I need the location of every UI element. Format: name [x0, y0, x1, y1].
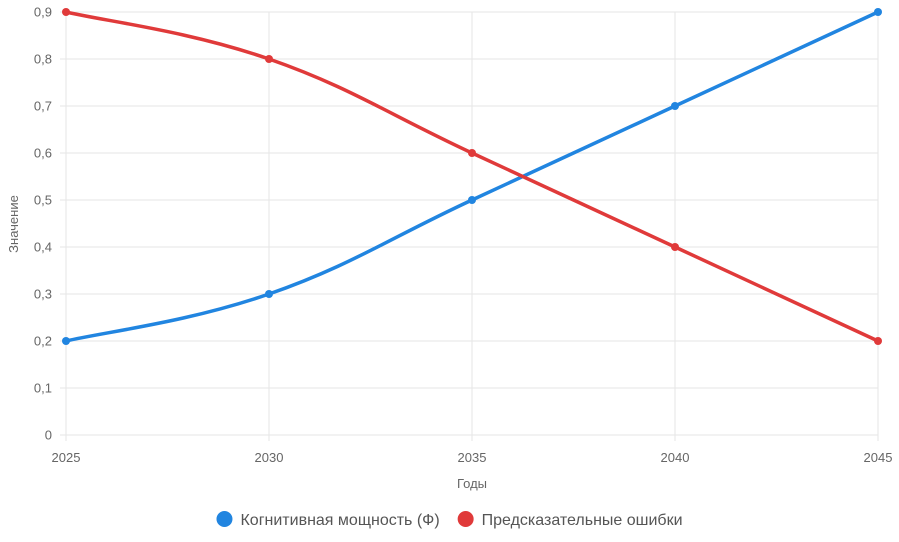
grid — [65, 11, 879, 441]
y-tick-label: 0,3 — [34, 287, 52, 302]
data-point[interactable] — [874, 337, 882, 345]
legend-label: Когнитивная мощность (Ф) — [240, 512, 439, 529]
legend: Когнитивная мощность (Ф) Предсказательные… — [216, 511, 683, 529]
data-point[interactable] — [671, 102, 679, 110]
series-1 — [62, 8, 882, 345]
y-tick-label: 0,2 — [34, 334, 52, 349]
x-tick-label: 2035 — [458, 450, 487, 465]
y-tick-label: 0,1 — [34, 381, 52, 396]
y-axis-title: Значение — [6, 195, 21, 253]
data-point[interactable] — [874, 8, 882, 16]
data-point[interactable] — [62, 337, 70, 345]
legend-item-2[interactable]: Предсказательные ошибки — [457, 511, 683, 529]
legend-marker — [216, 511, 233, 527]
x-tick-label: 2040 — [661, 450, 690, 465]
series-layer — [62, 8, 882, 345]
y-tick-label: 0,4 — [34, 240, 52, 255]
x-axis-ticks: 2025 2030 2035 2040 2045 — [52, 450, 893, 465]
data-point[interactable] — [265, 290, 273, 298]
legend-marker — [457, 511, 474, 527]
x-tick-label: 2030 — [255, 450, 284, 465]
series-2 — [62, 8, 882, 345]
x-axis-title: Годы — [457, 476, 487, 491]
y-tick-label: 0,9 — [34, 5, 52, 20]
data-point[interactable] — [468, 196, 476, 204]
y-tick-label: 0,6 — [34, 146, 52, 161]
legend-label: Предсказательные ошибки — [482, 512, 683, 529]
y-tick-label: 0,8 — [34, 52, 52, 67]
data-point[interactable] — [62, 8, 70, 16]
y-tick-label: 0,7 — [34, 99, 52, 114]
x-tick-label: 2045 — [864, 450, 893, 465]
data-point[interactable] — [265, 55, 273, 63]
x-tick-label: 2025 — [52, 450, 81, 465]
y-tick-label: 0 — [45, 428, 52, 443]
data-point[interactable] — [671, 243, 679, 251]
y-axis-ticks: 0 0,1 0,2 0,3 0,4 0,5 0,6 0,7 0,8 0,9 — [34, 5, 66, 443]
data-point[interactable] — [468, 149, 476, 157]
y-tick-label: 0,5 — [34, 193, 52, 208]
legend-item-1[interactable]: Когнитивная мощность (Ф) — [216, 511, 440, 529]
